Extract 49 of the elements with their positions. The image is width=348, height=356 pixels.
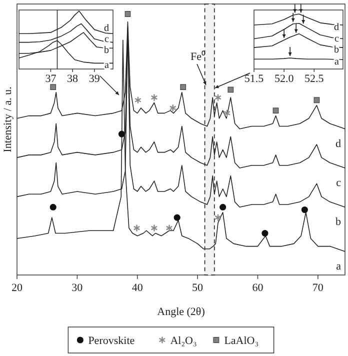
x-tick-label: 51.5 bbox=[244, 73, 264, 85]
series-label: a bbox=[104, 60, 110, 72]
x-tick-label: 38 bbox=[67, 73, 79, 85]
y-axis-title: Intensity / a. u. bbox=[2, 86, 14, 152]
point bbox=[134, 96, 142, 104]
point bbox=[118, 130, 126, 138]
legend-label: Perovskite bbox=[88, 335, 135, 347]
point bbox=[228, 86, 234, 93]
x-tick-label: 52.0 bbox=[274, 73, 294, 85]
series-label: d bbox=[336, 138, 342, 150]
x-tick-label: 60 bbox=[252, 282, 264, 294]
point bbox=[224, 109, 230, 118]
series-label: d bbox=[334, 22, 339, 33]
series-label: a bbox=[334, 56, 340, 68]
x-tick-label: 37 bbox=[45, 73, 57, 85]
annotation: Fe⁰ bbox=[190, 50, 206, 63]
point bbox=[50, 84, 56, 90]
point bbox=[262, 230, 268, 237]
legend-label: LaAlO₃ bbox=[224, 335, 259, 347]
series-label: b bbox=[334, 44, 339, 56]
point bbox=[301, 206, 308, 214]
point bbox=[124, 11, 131, 17]
point bbox=[150, 94, 158, 102]
x-tick-label: 30 bbox=[72, 282, 84, 294]
point bbox=[150, 224, 158, 232]
point bbox=[169, 104, 176, 112]
point bbox=[214, 214, 222, 222]
series-label: c bbox=[336, 176, 342, 189]
x-tick-label: 40 bbox=[132, 282, 144, 294]
x-tick-label: 50 bbox=[192, 282, 204, 294]
point bbox=[214, 94, 222, 102]
point bbox=[220, 204, 226, 210]
point bbox=[314, 97, 320, 104]
series-label: b bbox=[104, 45, 109, 56]
point bbox=[133, 224, 140, 232]
x-tick-label: 39 bbox=[88, 73, 100, 85]
x-axis-title: Angle (2θ) bbox=[157, 306, 206, 318]
legend-label: Al₂O₃ bbox=[170, 335, 197, 347]
series-label: d bbox=[104, 23, 109, 34]
x-tick-label: 70 bbox=[312, 282, 324, 294]
x-tick-label: 20 bbox=[12, 282, 23, 294]
point bbox=[174, 214, 180, 221]
series-label: b bbox=[336, 216, 342, 228]
point bbox=[272, 108, 279, 114]
point bbox=[166, 224, 173, 232]
x-tick-label: 52.5 bbox=[304, 73, 324, 85]
point bbox=[180, 84, 186, 90]
series-label: a bbox=[336, 260, 342, 273]
point bbox=[50, 204, 56, 210]
